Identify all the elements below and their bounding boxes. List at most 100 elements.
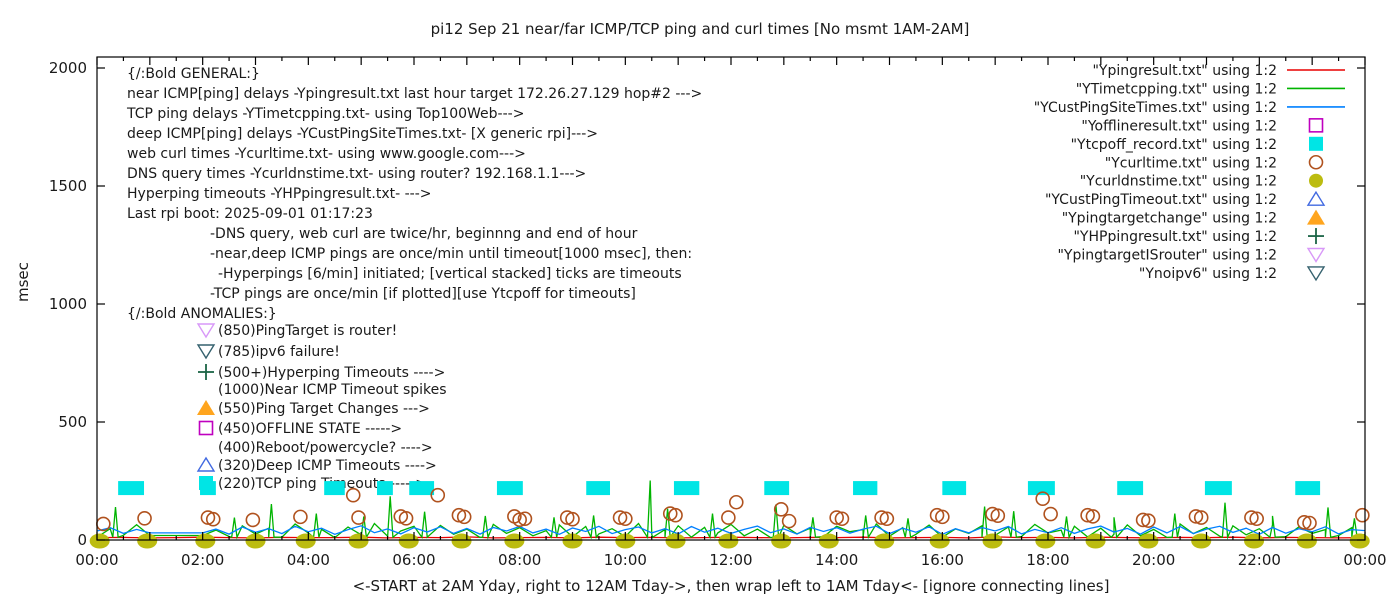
tcpoff-block [1204,481,1232,496]
legend-label: "YHPpingresult.txt" using 1:2 [1073,229,1277,245]
curl-point [1141,513,1156,528]
dns-point [295,533,316,549]
marker-square-open [1308,118,1324,133]
dns-point [245,533,266,549]
legend: "Ypingresult.txt" using 1:2 "YTimetcpping… [1034,63,1345,282]
annotation-line: deep ICMP[ping] delays -YCustPingSiteTim… [127,126,598,142]
marker-square-open [198,420,214,436]
marker-triangle-down-open [196,344,216,360]
legend-row: "Ycurldnstime.txt" using 1:2 [1080,173,1323,190]
x-tick-label: 10:00 [604,551,647,569]
dns-point [929,533,950,549]
dns-point [1035,533,1056,549]
curl-point [1135,512,1151,528]
annotation-line: -near,deep ICMP pings are once/min until… [210,246,692,262]
curl-point [398,510,414,526]
legend-row: "YTimetcpping.txt" using 1:2 [1076,81,1345,97]
x-tick-label: 14:00 [815,551,858,569]
y-tick-label: 500 [58,413,87,431]
x-tick-label: 12:00 [709,551,752,569]
tcpoff-block [377,481,393,496]
tcpoff-block [1027,481,1055,496]
marker-circle-open [1308,154,1324,170]
annotation-line: (220)TCP ping Timeouts -----> [218,476,427,492]
x-tick-label: 08:00 [498,551,541,569]
curl-point [874,510,889,525]
dns-point [1138,533,1159,549]
legend-row: "Ypingresult.txt" using 1:2 [1092,63,1345,79]
x-tick-label: 00:00 [75,551,118,569]
legend-label: "Ypingresult.txt" using 1:2 [1092,63,1277,79]
annotation-line: Hyperping timeouts -YHPpingresult.txt- -… [127,186,432,202]
marker-triangle-up-filled [1307,209,1325,225]
y-tick-label: 2000 [49,59,87,77]
x-axis-label: <-START at 2AM Yday, right to 12AM Tday-… [352,577,1110,595]
legend-label: "YCustPingTimeout.txt" using 1:2 [1045,192,1277,208]
curl-point [612,510,628,525]
curl-point [1085,509,1101,524]
dns-point [1085,533,1106,549]
curl-point [430,487,446,503]
tcpoff-block [409,481,435,496]
series-tcpoff-record [118,481,1321,496]
curl-point [834,511,850,527]
annotation-line: DNS query times -Ycurldnstime.txt- using… [127,166,586,182]
dns-point [504,533,525,549]
annotation-line: near ICMP[ping] delays -Ypingresult.txt … [127,86,702,102]
legend-label: "YCustPingSiteTimes.txt" using 1:2 [1034,100,1277,116]
marker-plus [1308,228,1324,245]
tcpoff-block [673,481,700,496]
annotation-general: {/:Bold GENERAL:} near ICMP[ping] delays … [126,66,702,302]
dns-point [615,533,636,549]
tcpoff-block [118,481,145,496]
legend-label: "Yofflineresult.txt" using 1:2 [1081,118,1277,134]
curl-point [565,511,580,527]
curl-point [1244,510,1259,525]
curl-point [351,510,366,525]
x-tick-label: 04:00 [287,551,330,569]
annotation-line: {/:Bold ANOMALIES:} [127,306,277,322]
annotation-line: (550)Ping Target Changes ---> [218,401,430,417]
curl-point [456,509,472,525]
legend-label: "Ycurltime.txt" using 1:2 [1105,155,1277,171]
legend-row: "Yofflineresult.txt" using 1:2 [1081,118,1324,134]
annotation-line: -Hyperpings [6/min] initiated; [vertical… [218,266,682,282]
curl-point [829,510,844,525]
x-tick-label: 00:00 [1343,551,1386,569]
tcpoff-block [1295,481,1321,496]
dns-point [451,533,472,549]
marker-triangle-up-filled [197,400,215,415]
curl-point [517,511,533,527]
tcpoff-block [853,481,878,496]
tcpoff-block [586,481,611,496]
dns-point [195,533,216,549]
curl-point [990,508,1006,523]
legend-label: "Ycurldnstime.txt" using 1:2 [1080,174,1277,190]
curl-point [879,511,895,527]
annotation-anomalies: {/:Bold ANOMALIES:}(850)PingTarget is ro… [127,306,447,492]
dns-point [771,533,792,549]
x-tick-label: 20:00 [1132,551,1175,569]
curl-point [245,512,261,528]
curl-point [1302,515,1317,531]
annotation-line: -TCP pings are once/min [if plotted][use… [210,286,636,302]
dns-point [874,533,895,549]
curl-point [1249,511,1264,527]
dns-point [665,533,686,549]
legend-label: "YpingtargetISrouter" using 1:2 [1057,248,1277,264]
dns-point [1349,533,1370,549]
annotation-line: (850)PingTarget is router! [218,323,397,339]
axes: 0 500 1000 1500 2000 00:00 02:00 04:00 06:00 08:0… [49,56,1387,569]
y-tick-label: 1500 [49,177,87,195]
chart-title: pi12 Sep 21 near/far ICMP/TCP ping and c… [430,20,970,38]
tcpoff-block [764,481,790,496]
legend-label: "Ypingtargetchange" using 1:2 [1062,211,1277,227]
curl-point [728,494,744,510]
curl-point [1035,491,1051,507]
curl-point [935,509,950,525]
marker-triangle-up-open [196,456,216,472]
marker-square-filled [1309,136,1323,151]
annotation-line: (450)OFFLINE STATE -----> [218,421,402,437]
annotation-line: -DNS query, web curl are twice/hr, begin… [210,226,638,242]
